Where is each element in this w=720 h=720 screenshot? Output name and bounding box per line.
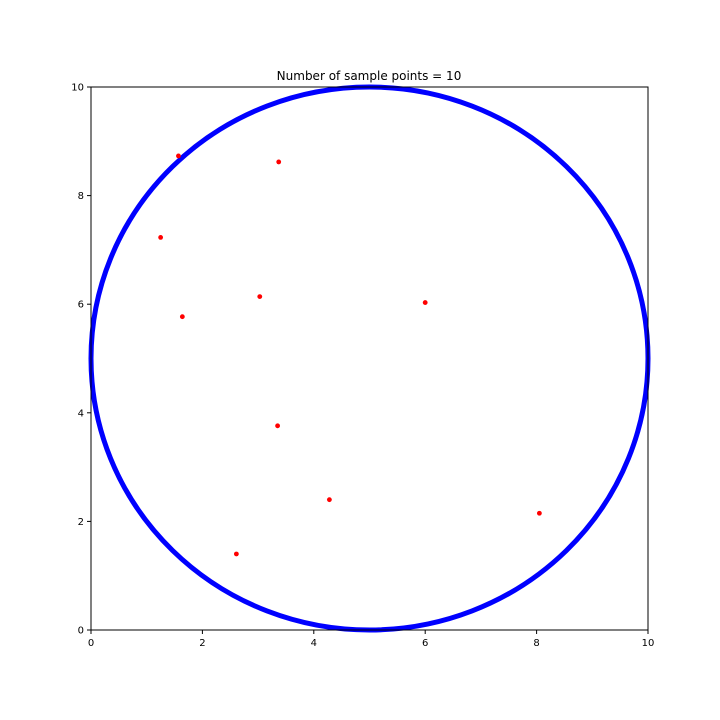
y-tick-label: 2 [78,517,84,528]
x-tick-label: 2 [199,638,205,649]
unit-circle [88,84,651,633]
data-point-1 [176,153,181,159]
data-point-2 [276,159,282,165]
data-point-9 [536,510,542,516]
x-tick-label: 10 [642,638,655,649]
data-point-5 [179,314,185,320]
x-tick-label: 8 [533,638,539,649]
y-tick-label: 10 [71,83,84,94]
data-point-10 [233,551,239,557]
plot-area-frame [90,86,649,631]
x-axis: 0 2 4 6 8 10 [88,630,655,649]
points-layer [158,153,542,557]
y-tick-label: 6 [78,300,84,311]
y-tick-label: 4 [78,408,84,419]
data-point-4 [257,294,263,299]
x-tick-label: 6 [422,638,428,649]
data-point-7 [275,423,280,429]
x-tick-label: 0 [88,638,94,649]
chart-title: Number of sample points = 10 [277,69,462,83]
data-point-3 [158,235,164,240]
y-tick-label: 8 [78,191,84,202]
x-tick-label: 4 [311,638,317,649]
y-axis: 0 2 4 6 8 10 [71,83,91,637]
y-tick-label: 0 [78,626,84,637]
data-point-8 [326,497,332,503]
data-point-6 [422,300,428,305]
circle-layer [88,84,651,633]
